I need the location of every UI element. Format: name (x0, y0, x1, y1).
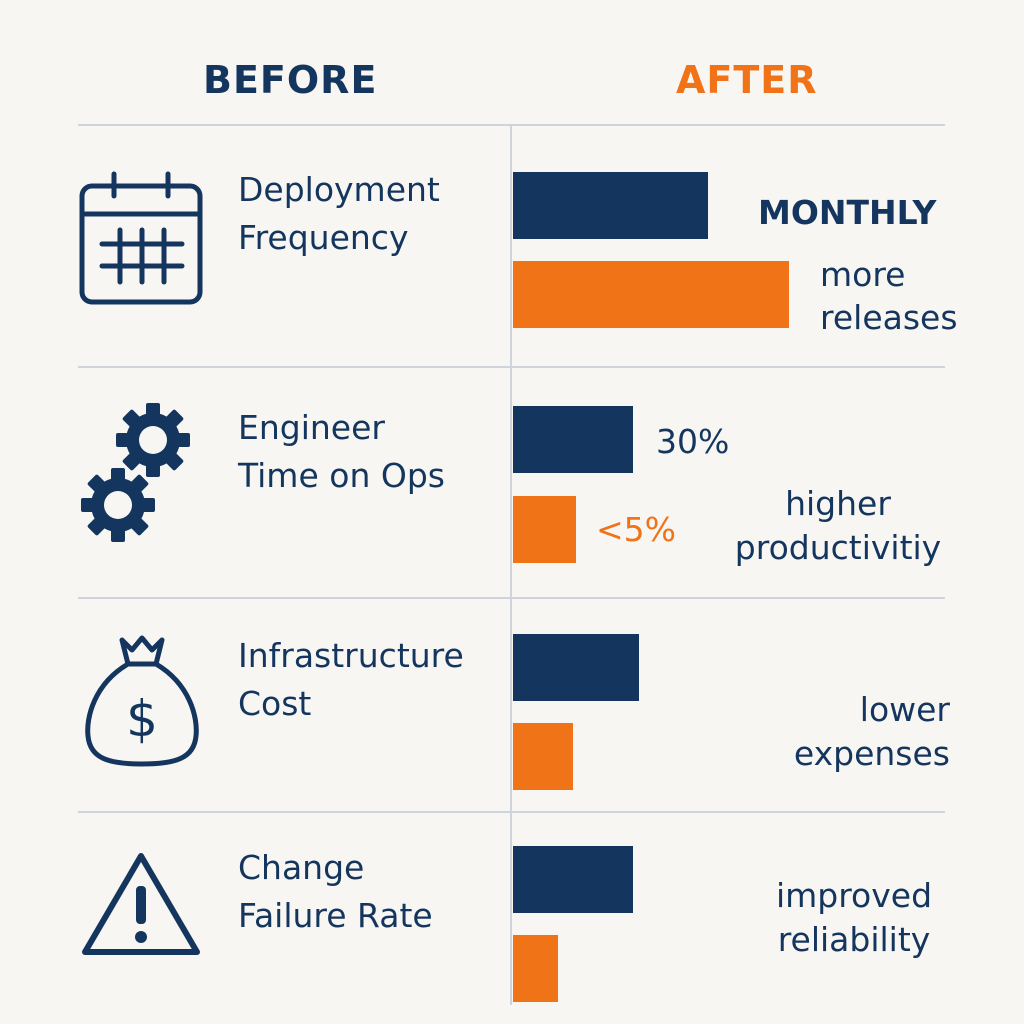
before-bar (513, 634, 639, 701)
note-line: improved (775, 876, 933, 915)
before-bar (513, 172, 708, 239)
column-divider (510, 125, 512, 1005)
row-divider (78, 597, 945, 599)
note: improved reliability (764, 874, 944, 962)
label-line: Change (238, 848, 365, 887)
row-divider (78, 366, 945, 368)
label-line: Time on Ops (238, 456, 445, 495)
warning-icon (82, 853, 200, 955)
note: higher productivitiy (726, 482, 950, 570)
note: more releases (820, 253, 958, 339)
label-line: Deployment (238, 170, 440, 209)
money-bag-icon: $ (85, 635, 199, 767)
note-line: productivitiy (734, 528, 942, 567)
label-line: Engineer (238, 408, 385, 447)
label-line: Frequency (238, 218, 409, 257)
label-line: Infrastructure (238, 636, 464, 675)
note-line: higher (785, 484, 891, 523)
note: lower expenses (780, 688, 950, 776)
before-bar (513, 406, 633, 473)
after-header: AFTER (676, 58, 818, 102)
row-label-change-failure-rate: Change Failure Rate (238, 844, 433, 940)
svg-text:$: $ (126, 690, 158, 748)
before-value-label: 30% (656, 422, 730, 461)
label-line: Cost (238, 684, 312, 723)
note-line: releases (820, 298, 958, 337)
note-line: reliability (777, 920, 931, 959)
before-bar (513, 846, 633, 913)
gears-icon (81, 403, 190, 542)
row-divider (78, 811, 945, 813)
after-bar (513, 723, 573, 790)
note-line: more (820, 255, 906, 294)
row-label-engineer-time: Engineer Time on Ops (238, 404, 445, 500)
after-value-label: <5% (596, 510, 677, 549)
after-bar (513, 496, 576, 563)
row-label-deployment-frequency: Deployment Frequency (238, 166, 440, 262)
note-line: lower (859, 690, 950, 729)
after-bar (513, 261, 789, 328)
note-line: expenses (793, 734, 950, 773)
before-value-label: MONTHLY (758, 193, 937, 232)
label-line: Failure Rate (238, 896, 433, 935)
after-bar (513, 935, 558, 1002)
calendar-icon (79, 171, 203, 305)
before-header: BEFORE (203, 58, 378, 102)
row-label-infrastructure-cost: Infrastructure Cost (238, 632, 464, 728)
